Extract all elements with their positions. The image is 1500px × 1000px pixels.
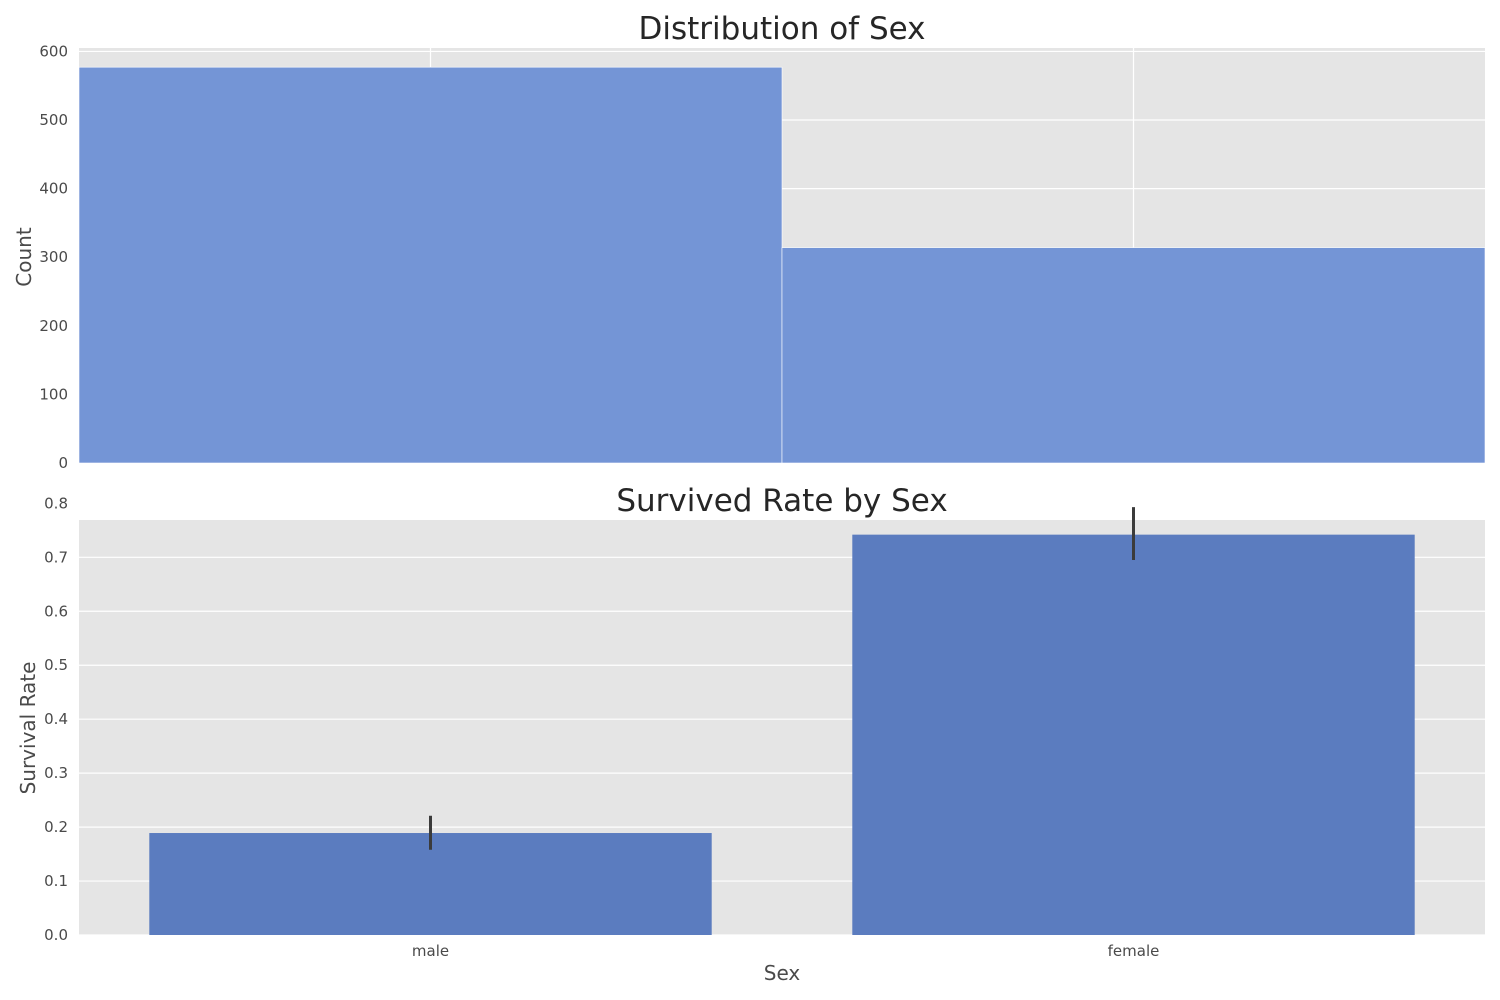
bar-female (852, 534, 1415, 935)
y-axis-label: Count (12, 227, 36, 287)
y-tick-label: 500 (39, 111, 68, 129)
survival-rate-chart: 0.0 0.1 0.2 0.3 0.4 0.5 0.6 0.7 0.8 male female S… (16, 483, 1485, 985)
histogram-bars (78, 66, 1486, 464)
y-tick-label: 200 (39, 317, 68, 335)
y-tick-label: 0.3 (44, 764, 68, 782)
y-tick-label: 0.4 (44, 710, 68, 728)
y-axis-label: Survival Rate (16, 662, 40, 795)
x-axis-label: Sex (764, 961, 801, 985)
y-tick-label: 0.7 (44, 548, 68, 566)
y-tick-label: 100 (39, 385, 68, 403)
chart-title: Distribution of Sex (639, 11, 926, 47)
y-tick-label: 0 (58, 454, 68, 472)
x-tick-labels: male female (412, 942, 1159, 960)
error-bars (429, 507, 1135, 850)
y-tick-labels: 0 100 200 300 400 500 600 (39, 42, 68, 472)
chart-title: Survived Rate by Sex (616, 483, 947, 519)
y-tick-label: 600 (39, 42, 68, 60)
y-tick-label: 300 (39, 248, 68, 266)
y-tick-label: 400 (39, 180, 68, 198)
y-tick-label: 0.8 (44, 494, 68, 512)
bars (149, 534, 1415, 935)
x-tick-label: female (1108, 942, 1160, 960)
histogram-bar-female (781, 247, 1486, 464)
histogram-bar-male (78, 66, 783, 464)
y-tick-label: 0.1 (44, 872, 68, 890)
y-tick-label: 0.5 (44, 656, 68, 674)
y-tick-label: 0.6 (44, 602, 68, 620)
y-tick-labels: 0.0 0.1 0.2 0.3 0.4 0.5 0.6 0.7 0.8 (44, 494, 68, 944)
x-tick-label: male (412, 942, 449, 960)
y-tick-label: 0.2 (44, 818, 68, 836)
y-tick-label: 0.0 (44, 926, 68, 944)
bar-male (149, 833, 712, 935)
